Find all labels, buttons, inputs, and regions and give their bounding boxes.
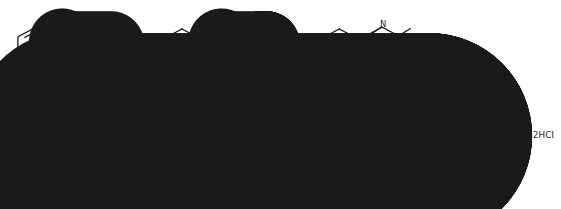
Text: CH₃: CH₃ [203,202,217,209]
Text: N: N [222,20,228,29]
Text: O: O [192,113,198,122]
Text: TF-3: TF-3 [381,173,403,182]
Text: ·: · [104,126,112,145]
Text: CH₃NH₂: CH₃NH₂ [265,29,296,38]
Text: HOOC: HOOC [150,127,173,136]
Text: O: O [192,159,198,168]
Text: OH: OH [47,67,61,76]
Text: HN: HN [367,67,380,76]
Text: TF-2: TF-2 [373,79,395,88]
Text: ·2HCl: ·2HCl [530,131,554,140]
Text: TF-2: TF-2 [65,173,86,182]
Text: N: N [472,111,478,120]
Text: X: X [219,76,225,85]
Text: N: N [72,20,79,29]
Text: N: N [387,111,393,120]
Text: HN: HN [58,158,72,167]
Text: N: N [70,111,77,120]
Text: N: N [379,20,385,29]
Text: TF-1: TF-1 [216,79,238,88]
Text: CH₃: CH₃ [203,60,217,69]
Text: HOOC: HOOC [150,141,173,150]
Text: O: O [203,141,209,150]
Text: HN: HN [375,158,388,167]
Text: TFM: TFM [479,173,500,182]
Text: HN: HN [459,158,473,167]
Text: O: O [203,127,209,136]
